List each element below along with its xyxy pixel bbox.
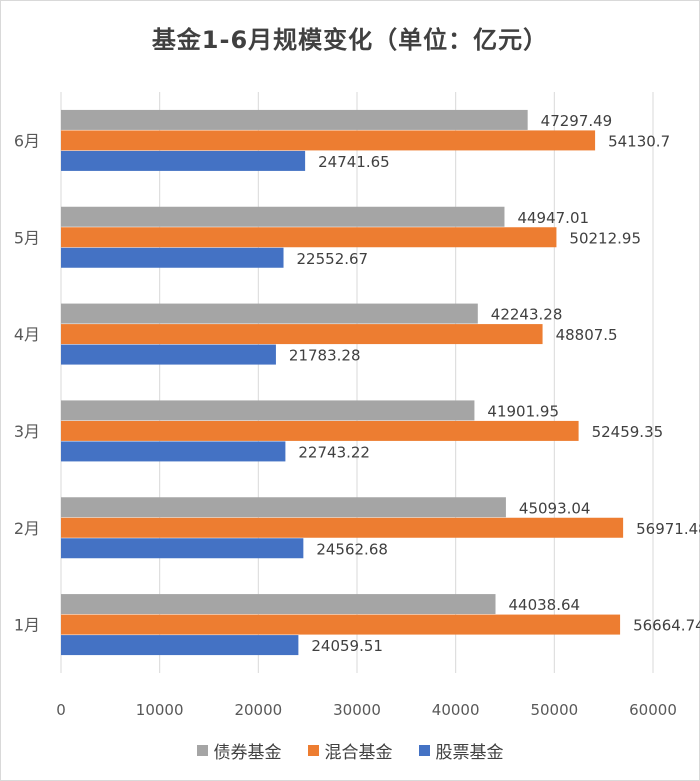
- bar-bond: [61, 400, 475, 421]
- chart-title: 基金1-6月规模变化（单位：亿元）: [151, 26, 549, 54]
- bar-stock: [61, 150, 306, 171]
- legend-swatch-bond: [196, 745, 208, 756]
- x-tick-label: 10000: [136, 701, 184, 719]
- y-category-label: 6月: [14, 131, 40, 150]
- legend-label-bond: 债券基金: [213, 743, 282, 763]
- data-label-stock: 24059.51: [311, 637, 383, 655]
- bar-bond: [61, 303, 478, 324]
- bar-stock: [61, 247, 284, 268]
- legend-item-mixed: 混合基金: [307, 738, 393, 763]
- bar-stock: [61, 538, 304, 559]
- bar-mixed: [61, 517, 624, 538]
- chart-legend: 债券基金 混合基金 股票基金: [0, 738, 700, 763]
- bar-mixed: [61, 420, 579, 441]
- x-tick-label: 40000: [432, 701, 480, 719]
- bar-stock: [61, 635, 299, 656]
- data-label-stock: 22552.67: [297, 250, 369, 268]
- data-label-stock: 21783.28: [289, 347, 361, 365]
- bar-bond: [61, 206, 505, 227]
- x-tick-label: 30000: [333, 701, 381, 719]
- bar-mixed: [61, 614, 621, 635]
- x-tick-label: 0: [56, 701, 66, 719]
- data-label-bond: 45093.04: [519, 499, 591, 517]
- data-label-stock: 24562.68: [316, 540, 388, 558]
- legend-label-stock: 股票基金: [435, 743, 504, 763]
- data-label-bond: 42243.28: [491, 306, 563, 324]
- data-label-bond: 47297.49: [541, 112, 613, 130]
- data-label-stock: 22743.22: [298, 443, 370, 461]
- bar-bond: [61, 497, 506, 518]
- data-label-mixed: 48807.5: [556, 326, 618, 344]
- legend-swatch-stock: [418, 745, 430, 756]
- x-tick-label: 20000: [234, 701, 282, 719]
- bar-bond: [61, 594, 496, 615]
- y-category-label: 4月: [14, 325, 40, 344]
- y-category-label: 2月: [14, 519, 40, 538]
- legend-item-bond: 债券基金: [196, 738, 282, 763]
- y-category-label: 3月: [14, 422, 40, 441]
- data-label-bond: 41901.95: [487, 402, 559, 420]
- bar-mixed: [61, 227, 557, 248]
- data-label-mixed: 50212.95: [569, 229, 641, 247]
- bar-mixed: [61, 130, 596, 151]
- data-label-bond: 44038.64: [509, 596, 581, 614]
- x-tick-label: 50000: [530, 701, 578, 719]
- legend-swatch-mixed: [307, 745, 319, 756]
- data-label-stock: 24741.65: [318, 153, 390, 171]
- data-label-mixed: 56971.48: [636, 520, 700, 538]
- legend-item-stock: 股票基金: [418, 738, 504, 763]
- data-label-mixed: 52459.35: [592, 423, 664, 441]
- bar-stock: [61, 344, 276, 365]
- bar-stock: [61, 441, 286, 462]
- data-label-mixed: 56664.74: [633, 617, 700, 635]
- x-tick-label: 60000: [629, 701, 677, 719]
- y-category-label: 1月: [14, 616, 40, 635]
- data-label-bond: 44947.01: [517, 209, 589, 227]
- bar-mixed: [61, 324, 543, 345]
- data-label-mixed: 54130.7: [608, 132, 670, 150]
- bar-bond: [61, 109, 528, 130]
- legend-label-mixed: 混合基金: [324, 743, 393, 763]
- y-category-label: 5月: [14, 228, 40, 247]
